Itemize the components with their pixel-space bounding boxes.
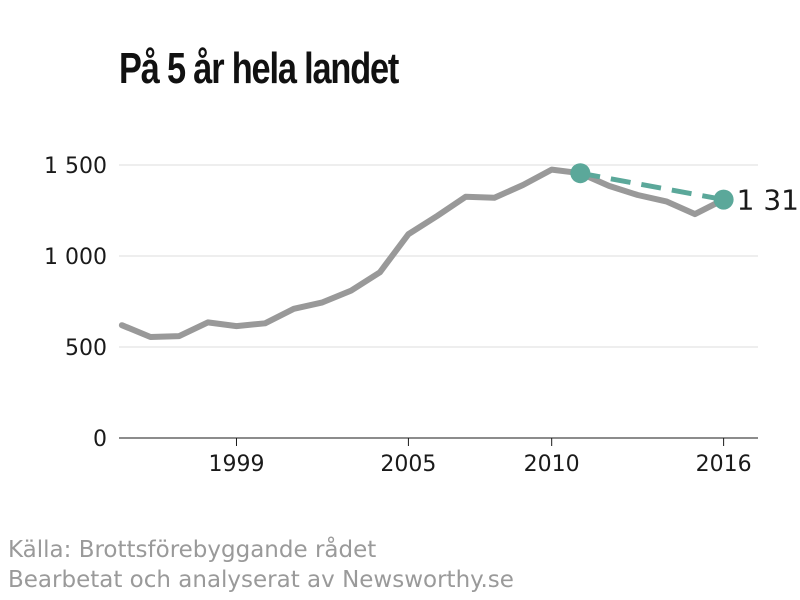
x-tick-label: 2016 xyxy=(696,452,752,477)
end-value-label: 1 310 xyxy=(737,184,800,217)
x-tick-labels: 1999 2005 2010 2016 xyxy=(208,452,751,477)
credit-text: Bearbetat och analyserat av Newsworthy.s… xyxy=(8,567,514,593)
series-line xyxy=(118,166,727,340)
x-tick-label: 2010 xyxy=(524,452,580,477)
y-tick-label: 0 xyxy=(93,427,107,452)
highlight-end-point xyxy=(713,189,734,210)
x-tick-label: 1999 xyxy=(208,452,264,477)
y-gridlines xyxy=(119,164,758,348)
chart-title: På 5 år hela landet xyxy=(119,44,399,93)
x-ticks xyxy=(235,438,725,446)
highlight-start-point xyxy=(570,163,591,184)
y-tick-labels: 0 500 1 000 1 500 xyxy=(44,154,107,452)
y-tick-label: 1 000 xyxy=(44,245,107,270)
y-tick-label: 500 xyxy=(65,336,107,361)
source-text: Källa: Brottsförebyggande rådet xyxy=(8,537,377,563)
highlight-dashed-line xyxy=(579,170,725,203)
x-tick-label: 2005 xyxy=(380,452,436,477)
y-tick-label: 1 500 xyxy=(44,154,107,179)
